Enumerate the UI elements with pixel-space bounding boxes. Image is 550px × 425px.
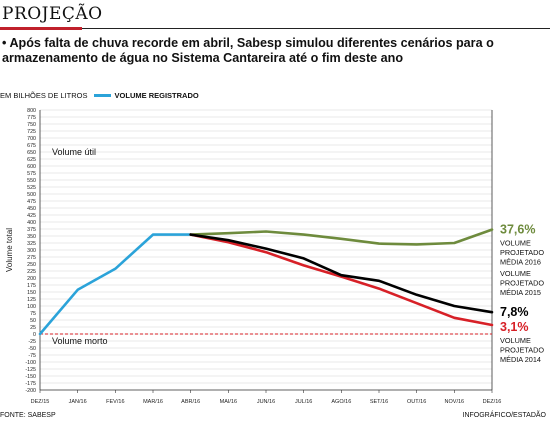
series-line <box>38 233 192 336</box>
y-tick-label: 525 <box>27 185 36 191</box>
y-tick-label: 625 <box>27 157 36 163</box>
series-name-label: PROJETADO <box>500 279 544 288</box>
y-tick-label: 175 <box>27 283 36 289</box>
x-tick-label: NOV/16 <box>445 399 465 405</box>
registered-swatch <box>93 94 111 97</box>
page-title: PROJEÇÃO <box>2 4 103 24</box>
y-tick-label: 275 <box>27 255 36 261</box>
y-tick-label: 425 <box>27 213 36 219</box>
lede-text: • Após falta de chuva recorde em abril, … <box>2 36 494 65</box>
end-value-label: 37,6% <box>500 223 535 237</box>
x-tick-label: JUN/16 <box>257 399 275 405</box>
zone-label-dead: Volume morto <box>52 336 108 346</box>
y-axis-title: Volume total <box>5 228 14 272</box>
y-tick-label: -125 <box>25 367 36 373</box>
series-name-label: MÉDIA 2014 <box>500 355 541 364</box>
y-tick-label: 600 <box>27 164 36 170</box>
series-name-label: MÉDIA 2015 <box>500 288 541 297</box>
series-name-label: PROJETADO <box>500 346 544 355</box>
y-tick-label: -25 <box>28 339 36 345</box>
x-tick-label: AGO/16 <box>331 399 351 405</box>
y-tick-label: 125 <box>27 297 36 303</box>
x-tick-label: ABR/16 <box>181 399 200 405</box>
x-tick-label: MAR/16 <box>143 399 163 405</box>
y-tick-label: 500 <box>27 192 36 198</box>
zone-label-useful: Volume útil <box>52 147 96 157</box>
y-tick-label: 800 <box>27 108 36 114</box>
y-tick-label: 750 <box>27 122 36 128</box>
y-tick-label: 100 <box>27 304 36 310</box>
title-rule <box>0 28 550 29</box>
x-tick-label: MAI/16 <box>220 399 237 405</box>
end-value-label: 3,1% <box>500 320 529 334</box>
y-tick-label: -200 <box>25 388 36 394</box>
y-tick-label: 550 <box>27 178 36 184</box>
y-tick-label: 475 <box>27 199 36 205</box>
y-tick-label: 325 <box>27 241 36 247</box>
y-tick-label: -150 <box>25 374 36 380</box>
x-tick-label: FEV/16 <box>106 399 124 405</box>
legend: EM BILHÕES DE LITROS VOLUME REGISTRADO <box>0 91 199 100</box>
source-note: FONTE: SABESP <box>0 412 56 419</box>
y-tick-label: 300 <box>27 248 36 254</box>
x-tick-label: JUL/16 <box>295 399 312 405</box>
registered-legend-label: VOLUME REGISTRADO <box>114 91 199 100</box>
y-tick-label: -50 <box>28 346 36 352</box>
y-tick-label: 375 <box>27 227 36 233</box>
series-name-label: PROJETADO <box>500 248 544 257</box>
series-line <box>189 233 494 314</box>
y-tick-label: 575 <box>27 171 36 177</box>
series-name-label: VOLUME <box>500 336 531 345</box>
x-tick-label: DEZ/15 <box>31 399 50 405</box>
y-tick-label: 725 <box>27 129 36 135</box>
end-value-label: 7,8% <box>500 305 529 319</box>
series-name-label: VOLUME <box>500 239 531 248</box>
y-tick-label: 200 <box>27 276 36 282</box>
title-accent-bar <box>0 27 82 30</box>
y-tick-label: 450 <box>27 206 36 212</box>
y-tick-label: 400 <box>27 220 36 226</box>
unit-label: EM BILHÕES DE LITROS <box>0 91 88 100</box>
y-tick-label: 675 <box>27 143 36 149</box>
y-tick-label: -100 <box>25 360 36 366</box>
series-name-label: VOLUME <box>500 269 531 278</box>
y-tick-label: -75 <box>28 353 36 359</box>
y-tick-label: 250 <box>27 262 36 268</box>
y-tick-label: 0 <box>33 332 36 338</box>
x-tick-label: JAN/16 <box>69 399 87 405</box>
y-tick-label: 50 <box>30 318 36 324</box>
y-tick-label: 775 <box>27 115 36 121</box>
x-tick-label: OUT/16 <box>407 399 426 405</box>
y-tick-label: 150 <box>27 290 36 296</box>
series-line <box>189 228 494 246</box>
series-name-label: MÉDIA 2016 <box>500 258 541 267</box>
series-line <box>189 233 494 327</box>
x-tick-label: DEZ/16 <box>483 399 502 405</box>
y-tick-label: 700 <box>27 136 36 142</box>
y-tick-label: 650 <box>27 150 36 156</box>
y-tick-label: 350 <box>27 234 36 240</box>
y-tick-label: 75 <box>30 311 36 317</box>
credit-note: INFOGRÁFICO/ESTADÃO <box>462 412 547 419</box>
y-tick-label: 25 <box>30 325 36 331</box>
y-tick-label: -175 <box>25 381 36 387</box>
y-tick-label: 225 <box>27 269 36 275</box>
x-tick-label: SET/16 <box>370 399 388 405</box>
